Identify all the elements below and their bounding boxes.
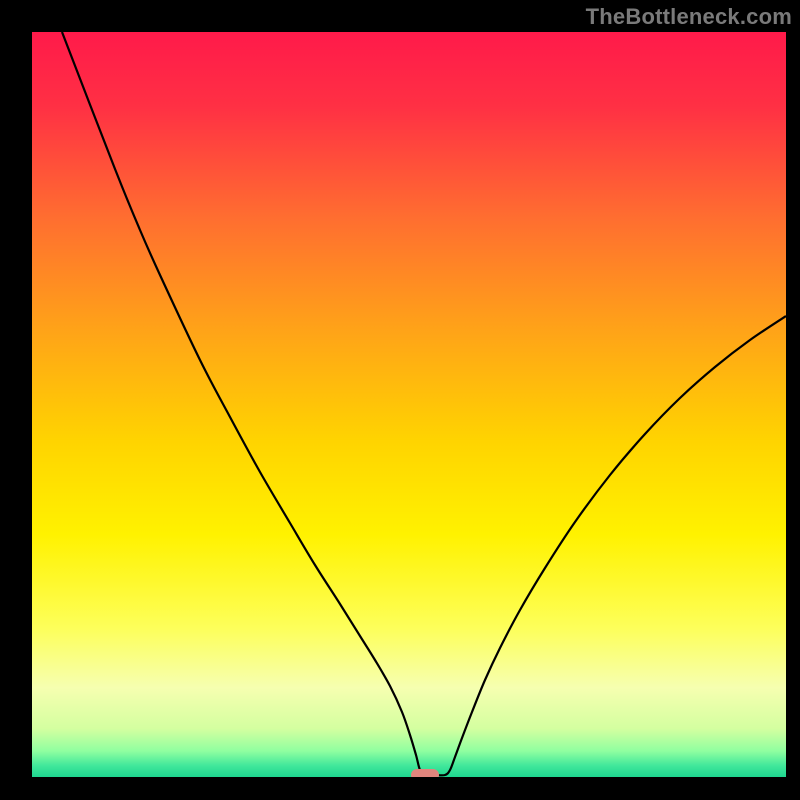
- chart-container: { "watermark": { "text": "TheBottleneck.…: [0, 0, 800, 800]
- bottleneck-curve-chart: [0, 0, 800, 800]
- watermark-text: TheBottleneck.com: [586, 4, 792, 30]
